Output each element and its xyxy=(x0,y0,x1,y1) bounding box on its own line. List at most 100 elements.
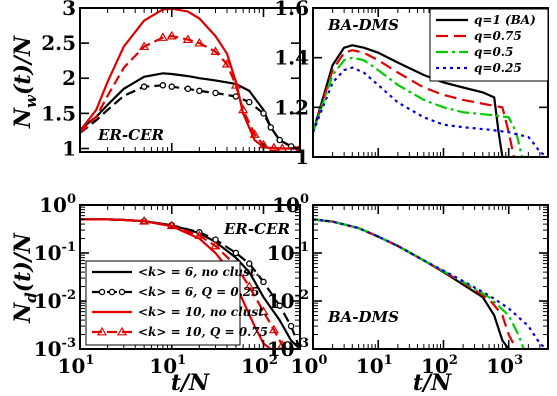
marker-point xyxy=(232,249,240,257)
marker-point xyxy=(210,240,221,250)
ylabel-rest: (t)/N xyxy=(10,35,36,95)
legend-label: q=0.75 xyxy=(474,29,522,43)
marker-point xyxy=(230,80,241,89)
legend-label: <k> = 6, Q = 0.25 xyxy=(138,285,260,299)
y-tick-label: 10-1 xyxy=(34,240,76,265)
marker-point xyxy=(210,46,221,55)
marker-point xyxy=(140,83,148,90)
legend-label: q=0.5 xyxy=(474,45,513,59)
tick-base: 10 xyxy=(241,354,269,378)
x-tick-label: 102 xyxy=(421,353,458,378)
tick-base: 10 xyxy=(486,354,514,378)
marker-point xyxy=(246,260,253,267)
marker-point xyxy=(260,278,267,286)
tick-base: 10 xyxy=(149,354,177,378)
marker-point xyxy=(238,104,249,114)
y-tick-label: 10-3 xyxy=(34,336,76,361)
y-tick-label: 1.6 xyxy=(274,0,309,20)
tick-base: 10 xyxy=(291,354,319,378)
legend-label: q=1 (BA) xyxy=(474,13,536,27)
marker-point xyxy=(268,324,279,334)
tick-exponent: 1 xyxy=(177,353,186,368)
tick-base: 10 xyxy=(267,289,295,313)
marker-point xyxy=(194,230,205,240)
y-tick-label: 100 xyxy=(39,192,76,217)
y-tick-label: 2 xyxy=(62,66,76,90)
x-axis-label: t/N xyxy=(413,370,452,396)
legend-marker xyxy=(96,326,108,336)
panel-annotation: BA-DMS xyxy=(327,308,399,326)
tick-exponent: 0 xyxy=(318,353,327,368)
tick-base: 10 xyxy=(267,241,295,265)
ylabel-sub: d xyxy=(22,292,40,303)
x-tick-label: 101 xyxy=(58,353,95,378)
legend-marker xyxy=(116,326,128,336)
marker-point xyxy=(249,129,260,138)
marker-point xyxy=(159,82,167,89)
legend-right: q=1 (BA) q=0.75 q=0.5 q=0.25 xyxy=(429,8,549,82)
marker-point xyxy=(277,340,288,349)
y-tick-label: 2.5 xyxy=(41,31,76,55)
tick-base: 10 xyxy=(421,354,449,378)
tick-exponent: 0 xyxy=(67,192,76,207)
ylabel-rest: (t)/N xyxy=(10,232,36,292)
panel-annotation: ER-CER xyxy=(97,126,164,144)
panel-tr: 1 1.2 1.4 1.6 BA-DMS xyxy=(274,0,549,169)
legend-marker xyxy=(108,288,116,296)
y-tick-label: 10-1 xyxy=(267,240,309,265)
y-axis-label: Nd(t)/N xyxy=(10,232,40,324)
legend-label: <k> = 6, no clust. xyxy=(138,265,260,279)
legend-left: <k> = 6, no clust. <k> = 6, Q = 0.25 <k> =… xyxy=(85,260,268,346)
tick-exponent: -2 xyxy=(62,288,76,303)
y-tick-label: 100 xyxy=(272,192,309,217)
series-line-2 xyxy=(80,218,272,349)
tick-exponent: -1 xyxy=(62,240,76,255)
y-tick-label: 3 xyxy=(62,0,76,20)
tick-exponent: 1 xyxy=(384,353,393,368)
marker-point xyxy=(244,281,255,290)
marker-point xyxy=(157,32,168,41)
y-tick-label: 10-2 xyxy=(267,288,309,313)
series-group xyxy=(80,8,300,152)
marker-point xyxy=(276,302,283,309)
tick-exponent: -2 xyxy=(295,288,309,303)
series-group xyxy=(313,218,548,349)
series-line-3 xyxy=(80,218,292,349)
tick-base: 10 xyxy=(34,241,62,265)
x-tick-label: 101 xyxy=(149,353,186,378)
marker-point xyxy=(139,216,150,225)
y-tick-label: 1.4 xyxy=(274,46,309,70)
marker-point xyxy=(168,83,175,90)
ylabel-sub: w xyxy=(22,94,40,108)
marker-point xyxy=(196,87,203,95)
marker-point xyxy=(184,85,192,93)
series-line-3 xyxy=(80,34,300,150)
tick-exponent: 1 xyxy=(85,353,94,368)
panel-tl: 1 1.5 2 2.5 3 ER-CER xyxy=(41,0,301,160)
marker-point xyxy=(287,322,295,330)
series-line-2 xyxy=(313,56,529,157)
marker-point xyxy=(221,59,233,68)
tick-exponent: 3 xyxy=(514,353,523,368)
x-tick-label: 103 xyxy=(486,353,523,378)
series-line-0 xyxy=(313,44,509,157)
y-tick-label: 1 xyxy=(295,145,309,169)
tick-base: 10 xyxy=(39,193,67,217)
tick-base: 10 xyxy=(272,193,300,217)
legend-marker xyxy=(98,288,106,296)
marker-point xyxy=(276,136,283,144)
x-tick-label: 101 xyxy=(356,353,393,378)
x-tick-label: 100 xyxy=(291,353,328,378)
y-tick-label: 10-2 xyxy=(34,288,76,313)
series-line-2 xyxy=(313,218,525,349)
tick-exponent: 2 xyxy=(269,353,278,368)
y-axis-label: Nw(t)/N xyxy=(10,35,40,129)
x-axis-label: t/N xyxy=(171,370,210,396)
marker-point xyxy=(182,34,193,44)
marker-point xyxy=(166,220,177,230)
y-tick-label: 1.5 xyxy=(41,101,76,125)
y-tick-label: 1 xyxy=(62,136,76,160)
tick-exponent: 0 xyxy=(300,192,309,207)
marker-point xyxy=(260,110,267,117)
